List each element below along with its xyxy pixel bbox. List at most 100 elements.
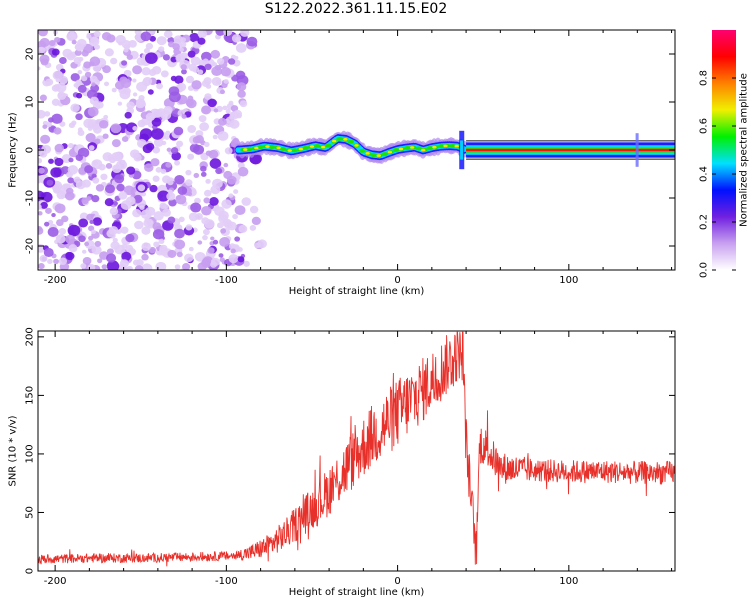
noise-blob	[84, 165, 94, 174]
spike-core	[460, 140, 464, 160]
noise-blob	[54, 157, 64, 167]
noise-blob	[233, 55, 239, 60]
noise-blob	[128, 39, 137, 48]
noise-blob	[152, 175, 160, 182]
noise-blob	[86, 34, 92, 39]
noise-blob	[195, 130, 204, 138]
noise-blob	[88, 36, 100, 47]
noise-blob	[134, 30, 142, 36]
noise-blob	[47, 227, 59, 237]
noise-blob	[89, 96, 99, 105]
bottom-plot-frame	[37, 330, 676, 572]
noise-blob	[84, 71, 92, 78]
signal-core-green	[438, 144, 445, 149]
noise-blob	[212, 134, 218, 140]
noise-blob	[93, 30, 101, 38]
noise-blob	[119, 259, 130, 268]
top-ytick-label: -20	[25, 238, 36, 254]
noise-blob	[38, 179, 42, 184]
noise-blob	[106, 260, 120, 270]
noise-blob	[85, 132, 96, 143]
noise-blob	[118, 191, 128, 200]
noise-blob	[217, 131, 229, 141]
snr-series-group	[38, 331, 675, 567]
noise-blob	[218, 253, 224, 258]
noise-blob	[133, 194, 143, 203]
noise-blob	[176, 140, 184, 148]
noise-blob	[254, 242, 261, 249]
noise-blob	[88, 235, 94, 241]
noise-blob	[187, 50, 196, 58]
noise-blob	[83, 118, 94, 129]
noise-blob	[228, 254, 239, 264]
signal-core-green	[257, 145, 264, 150]
noise-blob	[89, 56, 101, 67]
noise-blob	[228, 243, 236, 250]
noise-blob	[105, 163, 113, 169]
noise-blob	[237, 256, 245, 263]
noise-blob	[232, 213, 238, 220]
noise-blob	[141, 242, 151, 252]
noise-blob	[184, 253, 194, 263]
chart-title: S122.2022.361.11.15.E02	[264, 1, 448, 17]
noise-blob	[114, 174, 125, 184]
noise-blob	[139, 205, 145, 210]
top-ytick-label: -10	[25, 190, 36, 206]
noise-blob	[223, 79, 229, 84]
noise-blob	[71, 120, 77, 126]
bottom-xtick-label: 100	[559, 576, 578, 587]
signal-core-green	[336, 136, 343, 141]
noise-blob	[241, 197, 252, 206]
noise-blob	[69, 30, 76, 34]
noise-blob	[151, 117, 162, 127]
noise-blob	[113, 151, 124, 162]
noise-blob	[223, 30, 233, 36]
noise-blob	[132, 78, 137, 83]
colorbar-tick-label: 0.4	[699, 166, 710, 182]
noise-blob	[115, 34, 126, 45]
noise-blob	[237, 166, 249, 177]
noise-blob	[246, 36, 258, 47]
noise-blob	[156, 36, 167, 46]
top-xtick-label: 0	[394, 275, 400, 286]
noise-blob	[219, 257, 225, 263]
noise-blob	[117, 101, 123, 106]
noise-blob	[102, 133, 109, 139]
noise-blob	[163, 106, 173, 115]
signal-peak	[343, 138, 348, 141]
noise-blob	[44, 111, 51, 117]
noise-blob	[216, 58, 225, 65]
noise-blob	[46, 179, 54, 186]
noise-blob	[160, 70, 169, 78]
top-xtick-label: -200	[44, 275, 67, 286]
noise-blob	[145, 112, 156, 122]
noise-blob	[185, 224, 193, 231]
noise-blob	[200, 171, 207, 177]
noise-blob	[194, 251, 206, 262]
noise-blob	[166, 147, 172, 152]
noise-blob	[110, 57, 118, 65]
noise-blob	[38, 66, 41, 71]
noise-blob	[46, 122, 52, 128]
noise-blob	[203, 141, 210, 148]
noise-blob	[54, 36, 61, 43]
noise-blob	[228, 58, 236, 65]
noise-blob	[145, 142, 155, 151]
noise-blob	[192, 136, 201, 144]
noise-blob	[225, 108, 231, 114]
signal-peak	[432, 145, 437, 149]
signal-core-green	[392, 148, 400, 153]
noise-blob	[147, 89, 154, 95]
noise-blob	[177, 186, 188, 195]
noise-blob	[38, 174, 43, 181]
noise-blob	[178, 216, 185, 223]
noise-blob	[39, 37, 50, 47]
noise-blob	[173, 35, 183, 44]
noise-blob	[204, 93, 212, 100]
noise-blob	[174, 264, 181, 270]
noise-blob	[137, 184, 146, 192]
noise-blob	[212, 239, 219, 245]
noise-blob	[194, 197, 201, 204]
noise-blob	[91, 82, 96, 87]
noise-blob	[218, 214, 228, 224]
